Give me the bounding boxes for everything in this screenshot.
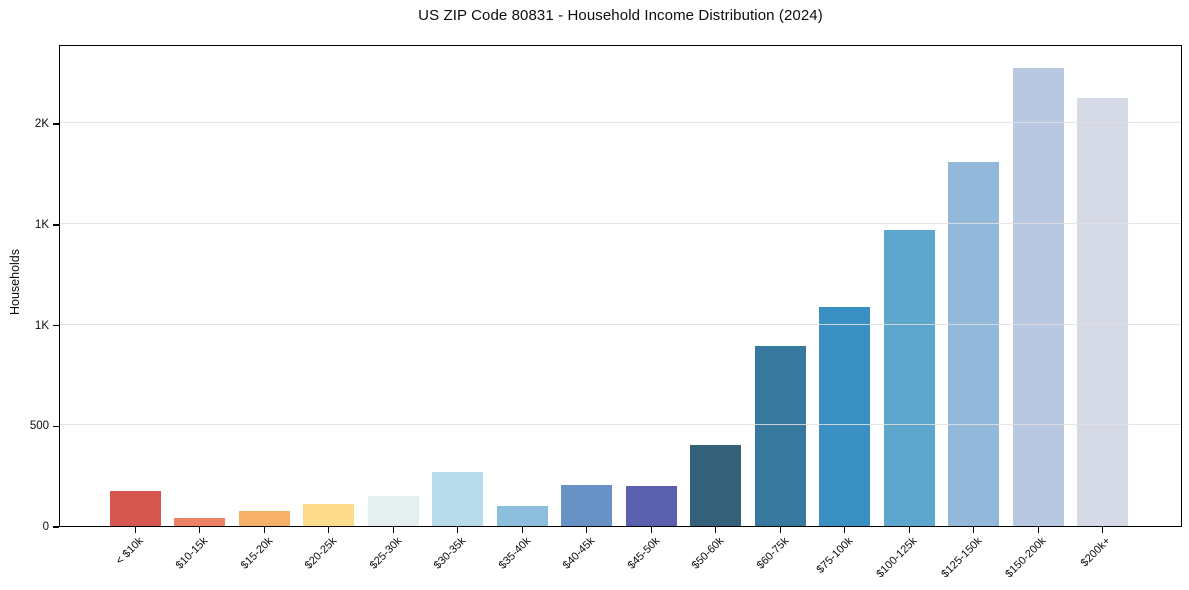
y-tick-label: 2K (34, 118, 49, 131)
y-tick (53, 324, 59, 327)
x-tick (1037, 527, 1039, 533)
y-tick-label: 0 (42, 521, 49, 533)
x-tick (263, 527, 265, 533)
gridline (60, 424, 1181, 426)
bar (690, 445, 741, 526)
x-tick (908, 527, 910, 533)
bar (432, 471, 483, 526)
bar (883, 229, 935, 526)
x-tick (328, 527, 330, 533)
x-tick-label: $40-45k (560, 535, 598, 572)
x-tick-label: $25-30k (367, 535, 404, 572)
bar (561, 484, 612, 526)
x-tick (457, 527, 459, 533)
y-tick (53, 425, 59, 427)
bar (303, 504, 354, 526)
gridline (60, 222, 1181, 224)
bar (174, 518, 225, 526)
y-axis-title: Households (8, 248, 22, 316)
x-tick (586, 527, 588, 533)
x-tick (521, 527, 523, 533)
bar (754, 345, 806, 526)
bar (948, 162, 999, 526)
bar (496, 505, 548, 526)
bar (367, 495, 419, 526)
x-tick (973, 527, 975, 533)
x-tick-label: $150-200k (1003, 535, 1049, 581)
gridline (60, 122, 1181, 124)
y-tick-label: 500 (29, 420, 49, 433)
y-tick (53, 123, 59, 125)
bar (819, 307, 870, 526)
x-tick-label: $60-75k (754, 535, 791, 572)
x-tick-label: $15-20k (238, 535, 275, 572)
y-tick-label: 1K (34, 218, 49, 231)
chart-title: US ZIP Code 80831 - Household Income Dis… (418, 7, 823, 24)
x-tick-label: $50-60k (689, 535, 727, 572)
bar (109, 490, 161, 526)
y-tick-label: 1K (34, 319, 49, 332)
x-tick (844, 527, 846, 533)
bar (238, 510, 290, 526)
x-tick (199, 527, 201, 533)
x-tick (134, 527, 136, 533)
x-tick-label: $35-40k (496, 535, 533, 572)
bar (1077, 97, 1128, 526)
x-tick-label: $125-150k (939, 535, 985, 581)
x-tick-label: $10-15k (173, 535, 211, 572)
x-tick (650, 527, 652, 533)
plot-area (59, 45, 1182, 527)
y-tick (53, 526, 59, 528)
x-tick-label: $75-100k (814, 535, 856, 576)
x-tick (715, 527, 717, 533)
bar (625, 486, 677, 526)
x-tick (1102, 527, 1104, 533)
y-tick (53, 224, 59, 226)
x-tick (779, 527, 781, 533)
x-tick-label: < $10k (113, 535, 146, 568)
x-tick-label: $30-35k (431, 535, 469, 572)
x-tick-label: $45-50k (625, 535, 662, 572)
x-tick-label: $100-125k (874, 535, 920, 581)
x-tick-label: $20-25k (302, 535, 340, 572)
x-tick (392, 527, 394, 533)
gridline (60, 323, 1181, 325)
bar (1012, 67, 1064, 526)
x-tick-label: $200k+ (1079, 535, 1114, 570)
